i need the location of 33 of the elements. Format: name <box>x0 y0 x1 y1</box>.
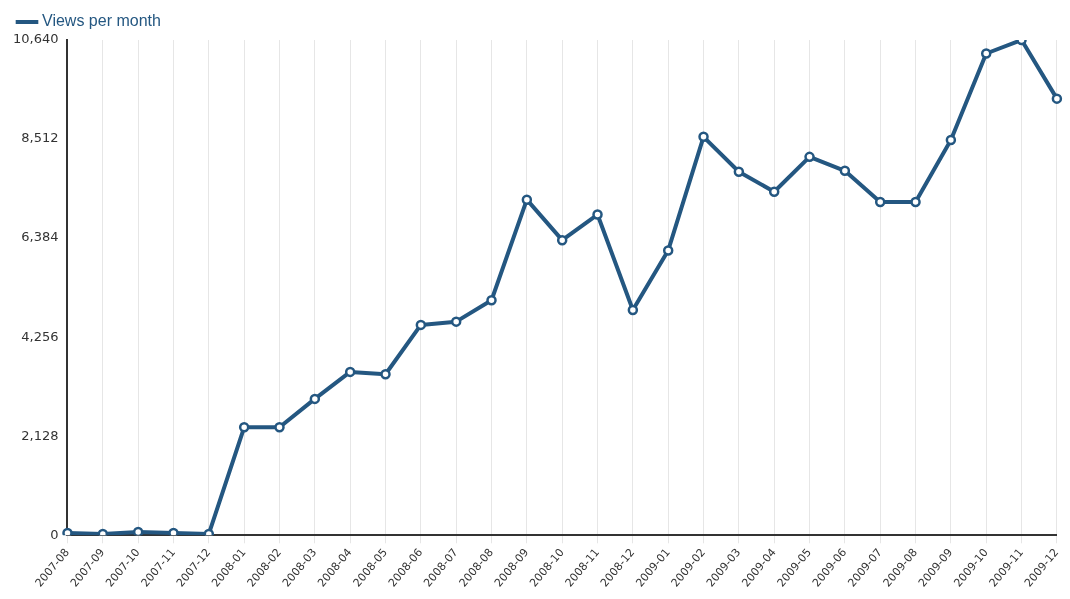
point <box>1051 93 1063 104</box>
point <box>556 234 568 246</box>
y-tick-label: 6,384 <box>21 229 59 245</box>
y-tick-label: 0 <box>50 526 59 542</box>
point <box>698 131 709 143</box>
point <box>238 422 250 433</box>
point <box>132 526 144 536</box>
point <box>945 134 957 146</box>
y-tick-label: 10,640 <box>12 31 59 47</box>
point <box>168 527 179 536</box>
point <box>733 166 745 177</box>
point <box>804 151 815 163</box>
point <box>874 196 886 208</box>
legend-label: Views per month <box>42 12 161 30</box>
point <box>62 527 73 536</box>
point <box>450 316 462 327</box>
point <box>839 165 851 177</box>
point <box>910 196 921 208</box>
point <box>768 186 780 198</box>
point <box>415 319 427 331</box>
point <box>521 194 533 205</box>
point <box>627 304 639 316</box>
point <box>980 48 992 59</box>
point <box>380 368 391 380</box>
y-tick-label: 4,256 <box>21 328 59 344</box>
y-tick-label: 8,512 <box>21 130 59 146</box>
point <box>344 366 356 378</box>
point <box>592 209 603 220</box>
point <box>274 422 285 433</box>
point <box>662 245 674 256</box>
y-tick-label: 2,128 <box>21 427 59 443</box>
point <box>486 294 497 306</box>
point <box>309 393 321 405</box>
